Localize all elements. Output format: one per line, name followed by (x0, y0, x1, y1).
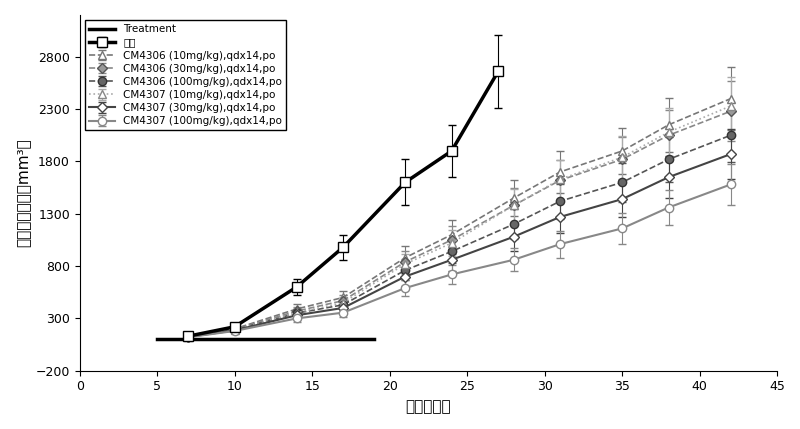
Legend: Treatment, 对照, CM4306 (10mg/kg),qdx14,po, CM4306 (30mg/kg),qdx14,po, CM4306 (100: Treatment, 对照, CM4306 (10mg/kg),qdx14,po… (85, 20, 286, 130)
Y-axis label: 肿瘤平均体积（mm³）: 肿瘤平均体积（mm³） (15, 139, 30, 247)
Treatment (152, 337, 162, 342)
X-axis label: 接种后天数: 接种后天数 (406, 399, 451, 414)
Treatment (370, 337, 379, 342)
